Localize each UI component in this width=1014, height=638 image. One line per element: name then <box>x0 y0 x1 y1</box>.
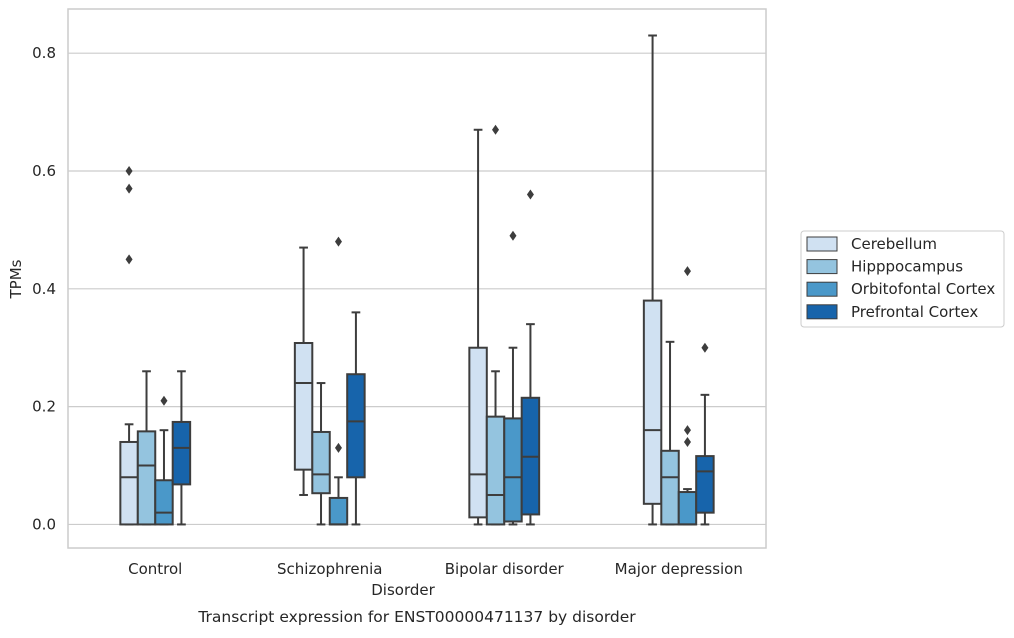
outlier-point <box>683 266 691 277</box>
box-iqr <box>171 420 192 486</box>
legend-frame <box>800 230 1005 328</box>
y-axis-label: TPMs <box>7 259 25 299</box>
box-hipppocampus <box>136 370 157 526</box>
plot-area-frame <box>67 8 767 549</box>
box-prefrontal-cortex <box>171 370 192 526</box>
y-tick-label: 0.2 <box>32 398 56 416</box>
legend-label: Cerebellum <box>851 235 937 253</box>
outlier-point <box>526 189 534 200</box>
outlier-point <box>334 442 342 453</box>
legend-swatch <box>806 304 838 320</box>
outlier-point <box>125 183 133 194</box>
x-tick-label: Control <box>128 560 182 578</box>
outlier-point <box>683 436 691 447</box>
legend: Cerebellum Hipppocampus Orbitofontal Corte… <box>800 230 1005 328</box>
box-iqr <box>677 491 698 526</box>
box-orbitofontal-cortex <box>328 236 349 526</box>
box-iqr <box>119 440 139 526</box>
box-iqr <box>154 479 174 526</box>
box-orbitofontal-cortex <box>677 266 698 526</box>
box-iqr <box>346 373 366 479</box>
outlier-point <box>509 230 517 241</box>
legend-label: Orbitofontal Cortex <box>851 280 995 298</box>
y-tick-label: 0.8 <box>32 44 56 62</box>
box-iqr <box>468 346 488 519</box>
legend-label: Hipppocampus <box>851 258 963 276</box>
box-cerebellum <box>119 165 139 526</box>
box-iqr <box>136 430 157 526</box>
box-cerebellum <box>468 128 488 526</box>
box-hipppocampus <box>660 340 680 526</box>
box-plot-marks <box>119 34 715 526</box>
x-tick-label: Bipolar disorder <box>445 560 565 578</box>
legend-swatch <box>806 281 838 297</box>
x-axis-ticks: Control Schizophrenia Bipolar disorder Majo… <box>128 560 743 578</box>
box-iqr <box>642 299 663 505</box>
y-tick-label: 0.0 <box>32 515 56 533</box>
outlier-point <box>683 425 691 436</box>
y-axis-ticks: 0.0 0.2 0.4 0.6 0.8 <box>32 44 56 533</box>
x-tick-label: Schizophrenia <box>277 560 382 578</box>
box-iqr <box>503 417 523 523</box>
outlier-point <box>160 395 168 406</box>
y-tick-label: 0.4 <box>32 280 56 298</box>
box-iqr <box>485 415 506 526</box>
box-iqr <box>695 455 715 514</box>
box-iqr <box>311 430 331 495</box>
outlier-point <box>701 342 709 353</box>
x-axis-label: Disorder <box>371 581 435 599</box>
box-hipppocampus <box>311 382 331 526</box>
legend-label: Prefrontal Cortex <box>851 303 978 321</box>
box-prefrontal-cortex <box>520 189 541 526</box>
outlier-point <box>125 254 133 265</box>
y-tick-label: 0.6 <box>32 162 56 180</box>
box-iqr <box>328 496 349 526</box>
box-orbitofontal-cortex <box>503 230 523 526</box>
outlier-point <box>492 124 500 135</box>
box-cerebellum <box>293 246 314 496</box>
box-hipppocampus <box>485 124 506 526</box>
legend-items: Cerebellum Hipppocampus Orbitofontal Corte… <box>806 235 995 321</box>
outlier-point <box>334 236 342 247</box>
box-orbitofontal-cortex <box>154 395 174 526</box>
box-iqr <box>660 449 680 526</box>
box-prefrontal-cortex <box>346 311 366 526</box>
box-iqr <box>293 342 314 471</box>
outlier-point <box>125 165 133 176</box>
legend-swatch <box>806 236 838 252</box>
legend-swatch <box>806 259 838 275</box>
box-prefrontal-cortex <box>695 342 715 526</box>
box-cerebellum <box>642 34 663 526</box>
chart-caption: Transcript expression for ENST0000047113… <box>197 608 636 626</box>
x-tick-label: Major depression <box>615 560 743 578</box>
